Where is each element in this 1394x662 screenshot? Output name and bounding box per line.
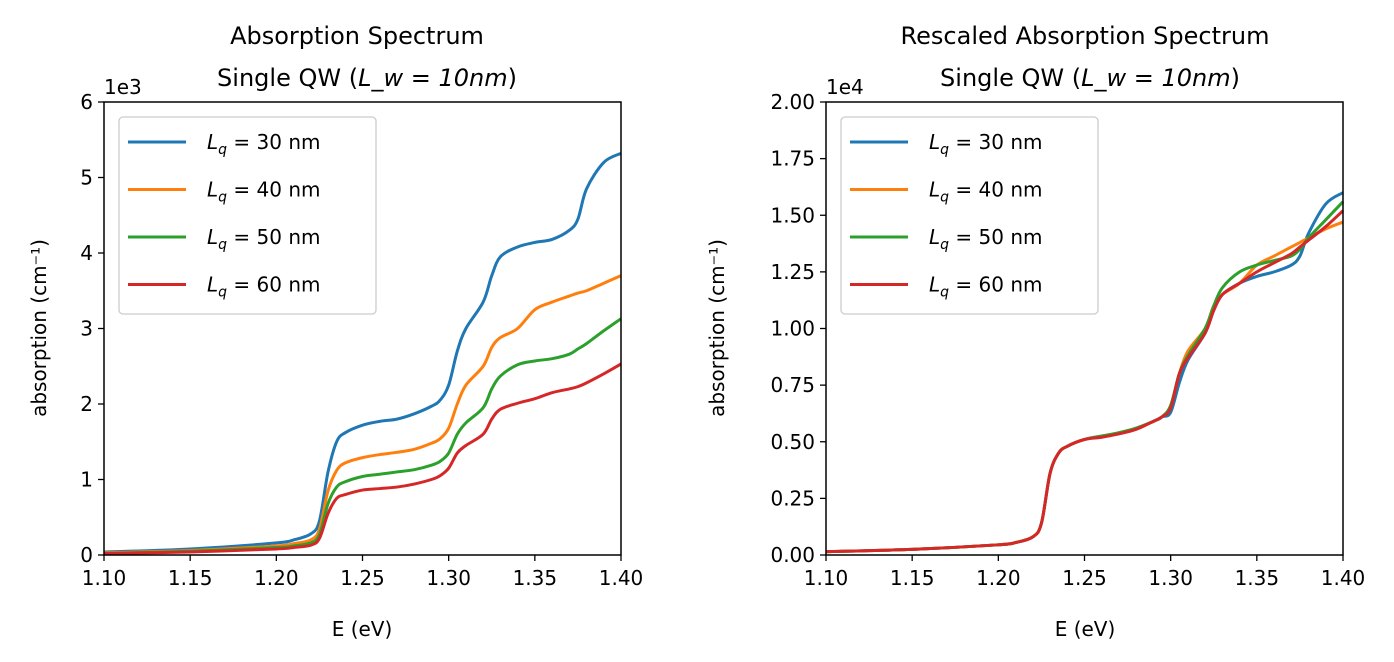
y-axis-label: absorption (cm⁻¹) [27,239,51,417]
title-subtitle-suffix: ) [508,64,517,92]
legend-label: Lq = 40 nm [929,178,1042,206]
chart-rescaled-absorption-spectrum: Rescaled Absorption Spectrum Single QW (… [705,22,1365,641]
y-tick-label: 0.50 [770,430,815,454]
legend-label: Lq = 60 nm [929,273,1042,301]
x-tick-label: 1.10 [82,566,127,590]
y-tick-label: 5 [80,166,93,190]
chart-title-line2: Single QW (L_w = 10nm) [940,64,1240,92]
legend-item: Lq = 40 nm [850,178,1042,206]
legend-label: Lq = 30 nm [929,130,1042,158]
legend-label: Lq = 40 nm [207,178,320,206]
chart-title: Absorption Spectrum Single QW (L_w = 10n… [217,22,517,92]
y-tick-label: 1.25 [770,260,815,284]
series-line-3 [103,317,622,555]
legend-box [118,116,377,315]
series-line-4 [103,362,622,555]
chart-absorption-spectrum: Absorption Spectrum Single QW (L_w = 10n… [27,22,643,641]
x-axis-label: E (eV) [1055,617,1116,641]
y-tick-label: 6 [80,90,93,114]
plot-area-frame [825,101,1344,556]
chart-title-line1: Absorption Spectrum [230,22,484,50]
x-tick-label: 1.25 [1062,566,1107,590]
legend-label: Lq = 30 nm [207,130,320,158]
legend-item: Lq = 40 nm [128,178,320,206]
legend-box [840,116,1099,315]
y-tick-label: 2 [80,392,93,416]
chart-title-line1: Rescaled Absorption Spectrum [901,22,1270,50]
x-tick-label: 1.15 [890,566,935,590]
legend-item: Lq = 30 nm [850,130,1042,158]
legend: Lq = 30 nm Lq = 40 nm Lq = 50 nm Lq = 60 nm [118,116,377,315]
x-tick-label: 1.40 [599,566,644,590]
series-line-1 [103,151,622,554]
legend-item: Lq = 60 nm [128,273,320,301]
y-tick-label: 2.00 [770,90,815,114]
x-tick-label: 1.30 [1148,566,1193,590]
tick-group: 1.10 1.15 1.20 1.25 1.30 1.35 1.40 0.00 0.25 0.50… [770,90,1365,590]
legend-label: Lq = 50 nm [929,225,1042,253]
x-tick-label: 1.10 [804,566,849,590]
legend: Lq = 30 nm Lq = 40 nm Lq = 50 nm Lq = 60 nm [840,116,1099,315]
legend-label: Lq = 60 nm [207,273,320,301]
y-tick-label: 1.50 [770,203,815,227]
y-tick-label: 1.75 [770,147,815,171]
chart-title: Rescaled Absorption Spectrum Single QW (… [901,22,1270,92]
series-lines [103,151,622,555]
x-tick-label: 1.15 [168,566,213,590]
legend-item: Lq = 50 nm [850,225,1042,253]
legend-label: Lq = 50 nm [207,225,320,253]
x-tick-label: 1.20 [976,566,1021,590]
legend-item: Lq = 50 nm [128,225,320,253]
series-line-4 [825,209,1345,554]
chart-title-line2: Single QW (L_w = 10nm) [217,64,517,92]
title-subtitle-prefix: Single QW ( [940,64,1081,92]
tick-group: 1.10 1.15 1.20 1.25 1.30 1.35 1.40 0 1 2 3 4 5 6 [80,90,643,590]
title-subtitle-suffix: ) [1231,64,1240,92]
y-tick-label: 0 [80,543,93,567]
series-lines [825,191,1345,554]
y-axis-label: absorption (cm⁻¹) [705,239,729,417]
y-tick-label: 0.00 [770,543,815,567]
legend-item: Lq = 60 nm [850,273,1042,301]
x-tick-label: 1.40 [1321,566,1366,590]
x-tick-label: 1.30 [426,566,471,590]
y-tick-label: 4 [80,241,93,265]
title-subtitle-math: L_w = 10nm [1081,64,1231,92]
y-scale-multiplier: 1e3 [104,75,142,99]
y-tick-label: 0.75 [770,373,815,397]
title-subtitle-prefix: Single QW ( [217,64,358,92]
x-tick-label: 1.35 [513,566,558,590]
series-line-2 [103,274,622,555]
y-scale-multiplier: 1e4 [826,75,864,99]
title-subtitle-math: L_w = 10nm [358,64,508,92]
x-axis-label: E (eV) [332,617,393,641]
plot-area-frame [103,101,622,556]
legend-item: Lq = 30 nm [128,130,320,158]
x-tick-label: 1.35 [1235,566,1280,590]
y-tick-label: 1.00 [770,317,815,341]
y-tick-label: 0.25 [770,486,815,510]
y-tick-label: 3 [80,317,93,341]
x-tick-label: 1.25 [340,566,385,590]
y-tick-label: 1 [80,468,93,492]
x-tick-label: 1.20 [254,566,299,590]
